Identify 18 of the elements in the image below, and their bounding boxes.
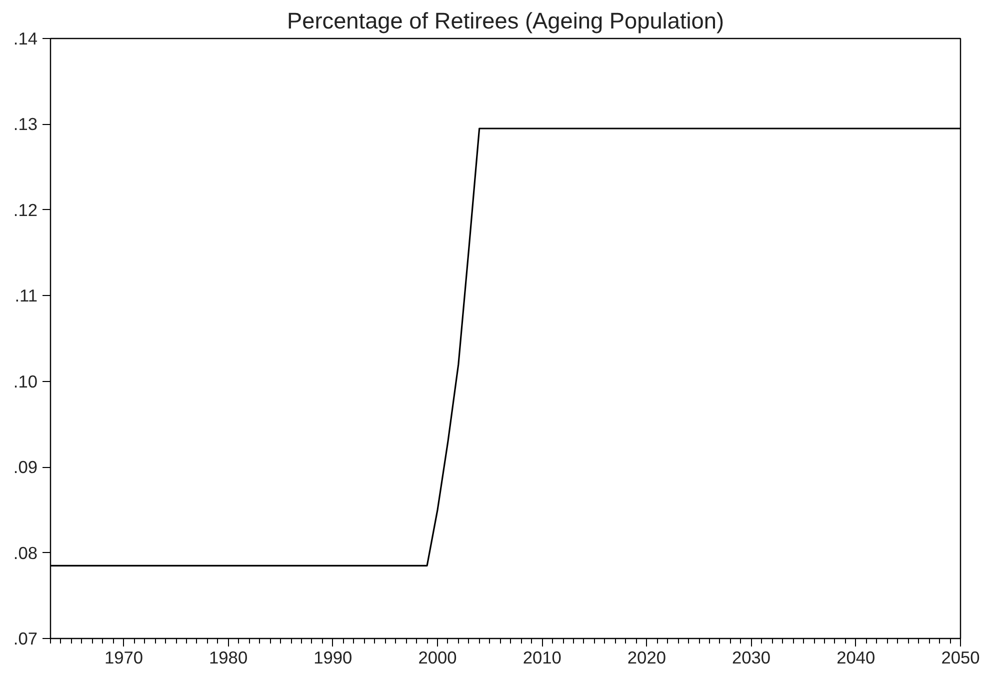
x-tick-label: 1970 xyxy=(104,648,144,668)
y-tick-label: .13 xyxy=(13,114,38,134)
y-tick-label: .07 xyxy=(13,628,38,648)
y-tick-label: .11 xyxy=(14,286,38,306)
y-tick-label: .09 xyxy=(13,457,38,478)
x-tick-label: 1980 xyxy=(209,648,248,668)
x-tick-label: 2050 xyxy=(941,648,980,668)
x-tick-label: 2000 xyxy=(418,648,457,668)
y-tick-label: .08 xyxy=(13,542,38,563)
chart-title: Percentage of Retirees (Ageing Population) xyxy=(286,8,724,34)
x-tick-label: 2040 xyxy=(836,648,876,668)
y-tick-label: .10 xyxy=(13,371,38,392)
x-tick-label: 2020 xyxy=(627,648,666,668)
x-tick-label: 2010 xyxy=(522,648,562,668)
y-tick-label: .14 xyxy=(13,28,38,48)
x-tick-label: 2030 xyxy=(732,648,771,668)
y-tick-label: .12 xyxy=(13,200,38,220)
x-tick-label: 1990 xyxy=(314,648,352,668)
